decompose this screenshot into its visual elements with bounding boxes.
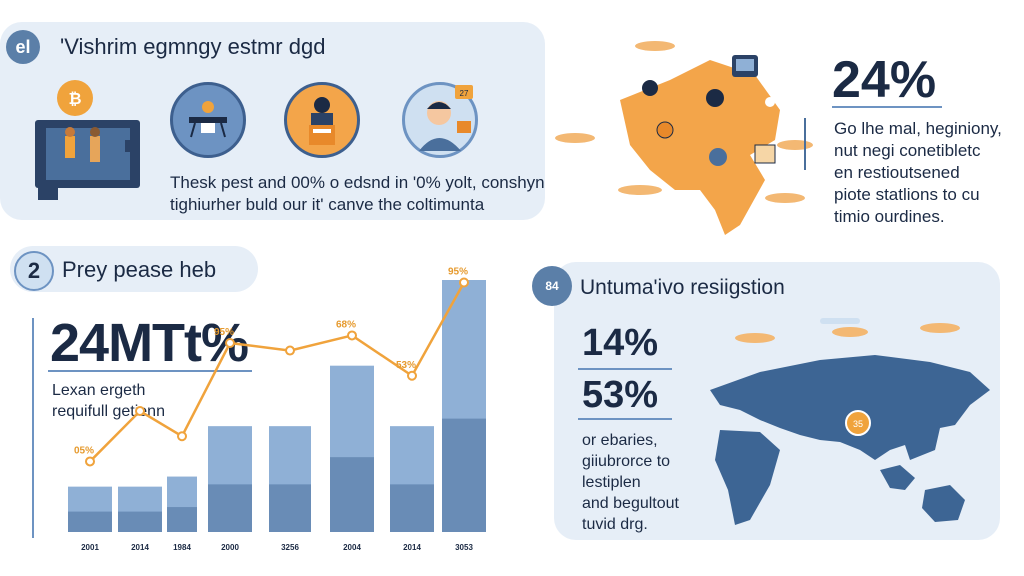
desk-icon bbox=[189, 101, 227, 138]
chart-point bbox=[347, 330, 357, 341]
chart-x-tick: 2014 bbox=[403, 543, 421, 552]
chart-bar-shade bbox=[330, 457, 374, 532]
chart-point bbox=[407, 370, 417, 381]
section3-line: and begultout bbox=[582, 495, 679, 512]
section-body: Thesk pest and 00% o edsnd in '0% yolt, … bbox=[170, 172, 545, 216]
chart-bar-shade bbox=[390, 484, 434, 532]
stat-value: 24% bbox=[832, 51, 937, 109]
stat-line: piote statlions to cu bbox=[834, 185, 980, 204]
chart-point bbox=[135, 406, 145, 417]
section3-line: lestiplen bbox=[582, 474, 641, 491]
chart-value-label: 05% bbox=[74, 445, 94, 456]
section2-badge: 2 bbox=[14, 251, 54, 291]
chart-value-label: 95% bbox=[214, 327, 234, 338]
chart-value-label: 95% bbox=[448, 267, 468, 278]
stat-rule bbox=[832, 106, 942, 108]
person-icon: 27 bbox=[419, 85, 473, 151]
region-map bbox=[555, 41, 813, 235]
chart-x-tick: 2014 bbox=[131, 543, 149, 552]
section3-title: Untuma'ivo resiigstion bbox=[580, 276, 785, 299]
chart-bar-shade bbox=[68, 511, 112, 532]
chart-x-tick: 3053 bbox=[455, 543, 473, 552]
body-line: Thesk pest and 00% o edsnd in '0% yolt, … bbox=[170, 173, 545, 192]
worker-icon bbox=[309, 97, 335, 145]
chart-point bbox=[459, 277, 469, 288]
chart-value-label: 68% bbox=[336, 319, 356, 330]
chart-left-rule bbox=[32, 318, 34, 538]
chart-value-label: 53% bbox=[396, 360, 416, 371]
chart-big-rule bbox=[48, 370, 252, 372]
chart-x-tick: 2000 bbox=[221, 543, 239, 552]
chart-x-tick: 2004 bbox=[343, 543, 361, 552]
chart-point bbox=[225, 338, 235, 348]
section-badge: el bbox=[6, 30, 40, 64]
chart-bar-shade bbox=[208, 484, 252, 532]
chart-x-tick: 2001 bbox=[81, 543, 99, 552]
chart-point bbox=[285, 345, 295, 356]
world-map: 35 bbox=[710, 318, 990, 525]
chart-bar-shade bbox=[442, 418, 486, 532]
svg-text:27: 27 bbox=[460, 89, 469, 98]
chart-point bbox=[177, 431, 187, 442]
chart-big-value: 24MTt% bbox=[50, 313, 249, 373]
stat-line: nut negi conetibletc bbox=[834, 141, 981, 160]
growth-chart: 2001 2014 1984 2000 3256 2004 2014 3053 05% 95% 68… bbox=[68, 267, 486, 552]
stat-description: Go lhe mal, heginiony, nut negi conetibl… bbox=[834, 118, 1002, 228]
stat-14: 14% bbox=[582, 322, 659, 364]
chart-point bbox=[85, 456, 95, 467]
icon-circle-worker bbox=[284, 82, 360, 158]
map-marker-label: 35 bbox=[853, 419, 863, 429]
chart-bar-shade bbox=[167, 507, 197, 532]
chart-bar-shade bbox=[269, 484, 311, 532]
stat-line: en restioutsened bbox=[834, 163, 960, 182]
stat-53: 53% bbox=[582, 374, 659, 416]
stat-line: timio ourdines. bbox=[834, 207, 945, 226]
stat-line: Go lhe mal, heginiony, bbox=[834, 119, 1002, 138]
chart-x-tick: 3256 bbox=[281, 543, 299, 552]
section3-description: or ebaries, giiubrorce to lestiplen and … bbox=[582, 430, 679, 535]
svg-text:₿: ₿ bbox=[68, 90, 81, 108]
section3-line: tuvid drg. bbox=[582, 516, 648, 533]
chart-trend-line bbox=[89, 281, 466, 463]
chart-desc-line: Lexan ergeth bbox=[52, 382, 146, 399]
monitor-illustration: ₿ bbox=[35, 80, 140, 200]
section-title: 'Vishrim egmngy estmr dgd bbox=[60, 34, 326, 59]
section3-line: or ebaries, bbox=[582, 432, 658, 449]
section2-title: Prey pease heb bbox=[62, 257, 217, 282]
section3-line: giiubrorce to bbox=[582, 453, 671, 470]
icon-circle-desk bbox=[170, 82, 246, 158]
icon-circle-person: 27 bbox=[402, 82, 478, 158]
chart-x-tick: 1984 bbox=[173, 543, 191, 552]
section3-badge: 84 bbox=[532, 266, 572, 306]
body-line: tighiurher buld our it' canve the coltim… bbox=[170, 195, 485, 214]
stat-rule-1 bbox=[578, 368, 672, 370]
chart-bar-shade bbox=[118, 511, 162, 532]
stat-rule-2 bbox=[578, 418, 672, 420]
